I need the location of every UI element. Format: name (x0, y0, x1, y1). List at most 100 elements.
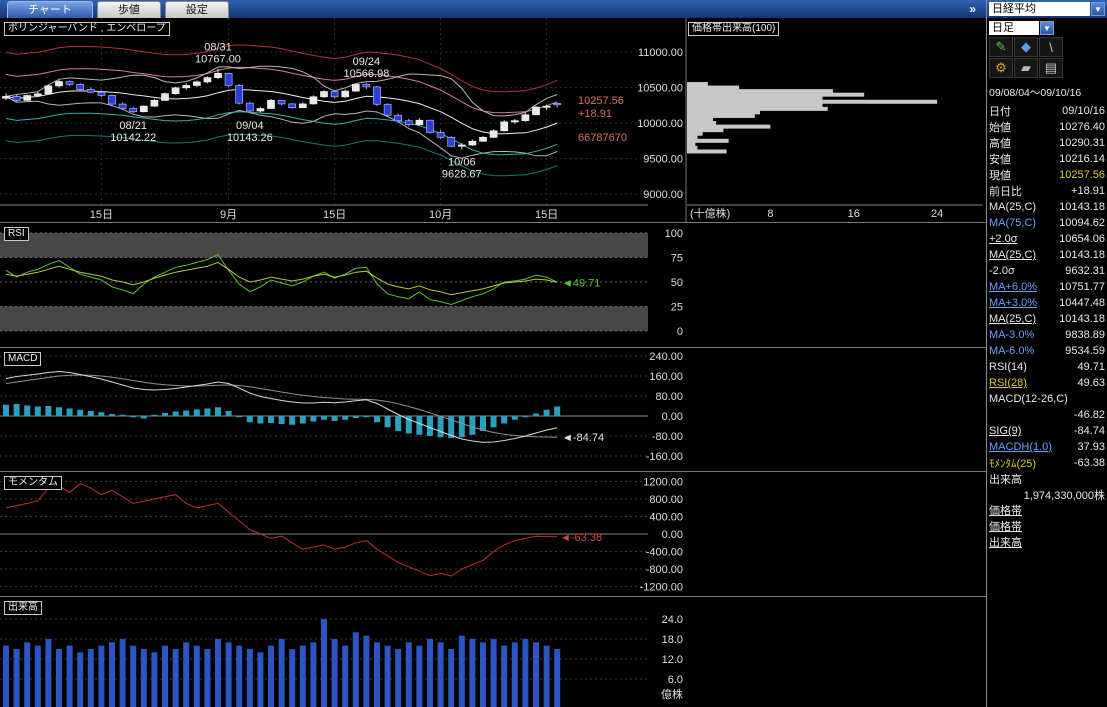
metric-row: SIG(9) -84.74 (987, 423, 1107, 439)
svg-text:25: 25 (671, 302, 683, 314)
svg-text:10000.00: 10000.00 (637, 118, 683, 130)
overflow-chevrons-icon[interactable]: » (969, 2, 976, 16)
svg-text:09/24: 09/24 (353, 56, 381, 68)
tab-bar: チャート 歩値 設定 » (0, 0, 986, 18)
svg-text:0.00: 0.00 (662, 411, 683, 423)
svg-text:09/04: 09/04 (236, 120, 264, 132)
period-select[interactable]: 日足 (989, 21, 1039, 35)
rsi-chart[interactable]: 100 75 50 25 0 ◄49.71 (0, 223, 986, 347)
period-dropdown-arrow-icon[interactable]: ▼ (1040, 21, 1054, 35)
metric-label[interactable]: +2.0σ (989, 233, 1018, 245)
metric-label: 現値 (989, 170, 1011, 182)
macd-panel: MACD 240.00 160.00 80.00 0.00 -80.00 -160.00 ◄… (0, 348, 986, 471)
svg-text:08/31: 08/31 (204, 42, 232, 54)
eraser-icon[interactable]: ▰ (1014, 58, 1038, 78)
sidebar-link[interactable]: 価格帯 (989, 521, 1022, 533)
metric-row: -46.82 (987, 407, 1107, 423)
svg-text:10/06: 10/06 (448, 156, 476, 168)
sidebar-link[interactable]: 価格帯 (989, 505, 1022, 517)
svg-text:10142.22: 10142.22 (110, 132, 156, 144)
metric-row: 高値 10290.31 (987, 135, 1107, 151)
momentum-panel-label: モメンタム (4, 476, 62, 490)
rsi-panel-label: RSI (4, 227, 29, 241)
svg-text:8: 8 (767, 208, 773, 220)
metric-value: 10143.18 (1059, 249, 1105, 261)
svg-text:-400.00: -400.00 (646, 547, 683, 559)
svg-text:9500.00: 9500.00 (643, 154, 683, 166)
volume-chart[interactable]: 24.0 18.0 12.0 6.0億株 (0, 597, 986, 707)
marker-diamond-icon[interactable]: ◆ (1014, 37, 1038, 57)
metric-row: 安値 10216.14 (987, 151, 1107, 167)
svg-text:0: 0 (677, 326, 683, 338)
metric-value: 10447.48 (1059, 297, 1105, 309)
volume-panel-label: 出来高 (4, 601, 42, 615)
price-chart[interactable]: 15日 9月 15日 10月 15日 11000.00 10500.00 10000.00 95… (0, 18, 986, 222)
svg-text:-800.00: -800.00 (646, 564, 683, 576)
tab-chart[interactable]: チャート (7, 1, 93, 18)
panel-divider (0, 222, 986, 223)
volume-panel: 出来高 24.0 18.0 12.0 6.0 億株 (0, 597, 986, 707)
metric-value: 10751.77 (1059, 281, 1105, 293)
volume-by-price-label: 価格帯出来高(100) (688, 22, 780, 36)
metric-label[interactable]: MA(25,C) (989, 249, 1037, 261)
svg-text:1200.00: 1200.00 (643, 477, 683, 489)
metric-label: 出来高 (989, 474, 1022, 486)
metric-row: 日付 09/10/16 (987, 103, 1107, 119)
macd-chart[interactable]: 240.00 160.00 80.00 0.00 -80.00 -160.00 ◄-84.7… (0, 348, 986, 471)
panel-divider (0, 347, 986, 348)
svg-text:-1200.00: -1200.00 (640, 582, 683, 594)
svg-text:400.00: 400.00 (649, 512, 683, 524)
metric-row: MACDH(1.0) 37.93 (987, 439, 1107, 455)
metric-row: RSI(28) 49.63 (987, 375, 1107, 391)
metric-value: 10216.14 (1059, 153, 1105, 165)
symbol-bar: 日経平均 ▼ (987, 0, 1107, 18)
metric-value: 9534.59 (1065, 345, 1105, 357)
metric-row: MA(75,C) 10094.62 (987, 215, 1107, 231)
momentum-chart[interactable]: 1200.00 800.00 400.00 0.00 -400.00 -800.00 -12… (0, 472, 986, 596)
macd-panel-label: MACD (4, 352, 42, 366)
svg-text:億株: 億株 (661, 687, 683, 701)
tab-settings[interactable]: 設定 (164, 1, 229, 18)
metric-label: -2.0σ (989, 265, 1015, 277)
symbol-select[interactable]: 日経平均 (989, 2, 1090, 16)
trend-line-icon[interactable]: \ (1039, 37, 1063, 57)
metric-row: MA-3.0% 9838.89 (987, 327, 1107, 343)
metric-label[interactable]: MA+3.0% (989, 297, 1037, 309)
metric-label[interactable]: MA+6.0% (989, 281, 1037, 293)
settings-gear-icon[interactable]: ⚙ (989, 58, 1013, 78)
svg-text:9628.67: 9628.67 (442, 168, 482, 180)
metric-label: MA-6.0% (989, 345, 1035, 357)
metric-row: +2.0σ 10654.06 (987, 231, 1107, 247)
period-select-value: 日足 (992, 22, 1014, 34)
draw-pencil-icon[interactable]: ✎ (989, 37, 1013, 57)
svg-text:0.00: 0.00 (662, 529, 683, 541)
metric-row: MA+3.0% 10447.48 (987, 295, 1107, 311)
metrics-list: 日付 09/10/16 始値 10276.40 高値 10290.31 安値 10216.14… (987, 103, 1107, 503)
metric-label[interactable]: MA(25,C) (989, 313, 1037, 325)
sidebar-link[interactable]: 出来高 (989, 537, 1022, 549)
svg-text:50: 50 (671, 277, 683, 289)
metric-label[interactable]: SIG(9) (989, 425, 1022, 437)
symbol-dropdown-arrow-icon[interactable]: ▼ (1091, 2, 1105, 16)
metric-label[interactable]: MACDH(1.0) (989, 441, 1052, 453)
metric-label[interactable]: RSI(28) (989, 377, 1027, 389)
metric-value: 10276.40 (1059, 121, 1105, 133)
metric-value: 10654.06 (1059, 233, 1105, 245)
svg-text:10500.00: 10500.00 (637, 83, 683, 95)
svg-text:08/21: 08/21 (119, 120, 147, 132)
metric-value: 10143.18 (1059, 201, 1105, 213)
tool-grid: ✎ ◆ \ ⚙ ▰ ▤ (989, 37, 1069, 78)
metric-row: 始値 10276.40 (987, 119, 1107, 135)
metric-row: 前日比 +18.91 (987, 183, 1107, 199)
svg-text:10143.26: 10143.26 (227, 132, 273, 144)
metric-label: MA-3.0% (989, 329, 1035, 341)
metric-label: MA(25,C) (989, 201, 1037, 213)
svg-text:-80.00: -80.00 (652, 431, 683, 443)
svg-text:66787670: 66787670 (578, 132, 627, 144)
printer-icon[interactable]: ▤ (1039, 58, 1063, 78)
svg-text:+18.91: +18.91 (578, 108, 612, 120)
price-panel-label: ボリンジャーバンド , エンベロープ (4, 22, 170, 36)
metric-value: 10257.56 (1059, 169, 1105, 181)
tab-price-moves[interactable]: 歩値 (96, 1, 161, 18)
